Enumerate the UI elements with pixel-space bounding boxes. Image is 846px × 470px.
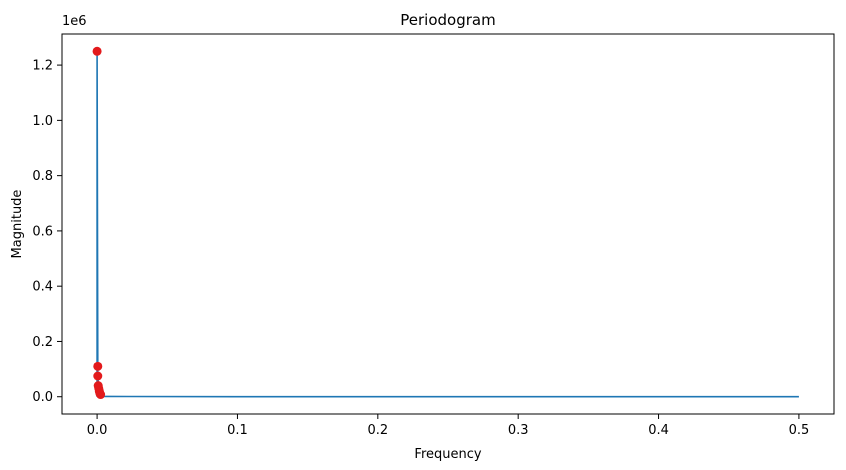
y-offset-text: 1e6 [62, 14, 87, 29]
y-tick-label: 0.8 [32, 169, 53, 184]
y-tick-label: 0.0 [32, 390, 53, 405]
chart-title: Periodogram [400, 11, 495, 29]
x-tick-label: 0.3 [508, 423, 529, 438]
y-tick-label: 1.2 [32, 59, 53, 74]
peak-point [96, 390, 106, 400]
plot-frame [61, 33, 835, 415]
y-tick-label: 0.4 [32, 280, 53, 295]
x-tick-label: 0.2 [367, 423, 388, 438]
x-tick-label: 0.5 [789, 423, 810, 438]
x-tick-label: 0.1 [227, 423, 248, 438]
y-tick-label: 1.0 [32, 114, 53, 129]
y-tick-label: 0.2 [32, 335, 53, 350]
x-tick-label: 0.0 [87, 423, 108, 438]
peak-point [93, 361, 103, 371]
y-tick-label: 0.6 [32, 224, 53, 239]
x-axis-label: Frequency [414, 447, 481, 462]
plot-area: 0.0 0.1 0.2 0.3 0.4 0.5 0.0 0.2 0.4 0.6 0.8 1.0 1.2 [32, 46, 810, 438]
peak-point [93, 371, 103, 381]
peak-point [92, 46, 102, 56]
y-axis-label: Magnitude [10, 190, 25, 259]
spectrum-line [96, 50, 799, 398]
x-tick-label: 0.4 [648, 423, 669, 438]
